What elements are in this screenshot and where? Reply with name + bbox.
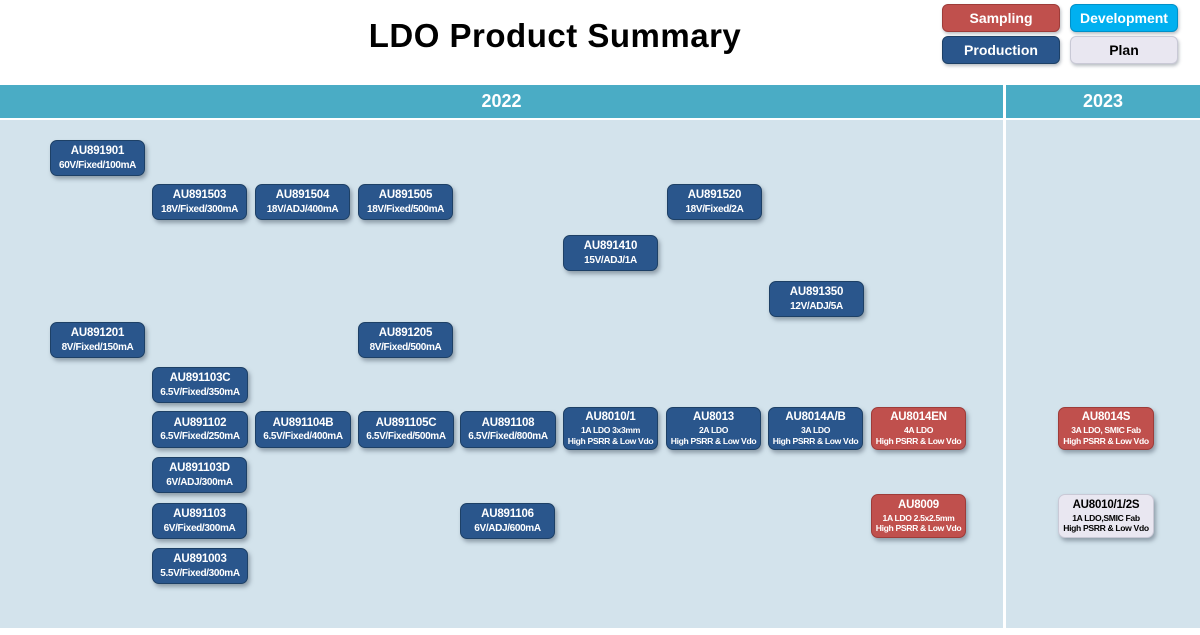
product-name: AU891504	[275, 189, 330, 202]
product-name: AU891505	[378, 189, 433, 202]
product-spec: 18V/ADJ/400mA	[266, 203, 339, 215]
product-box-au891103c: AU891103C 6.5V/Fixed/350mA	[152, 367, 248, 403]
legend-item-sampling: Sampling	[942, 4, 1060, 32]
product-spec: 18V/Fixed/300mA	[160, 203, 239, 215]
product-box-au891003: AU891003 5.5V/Fixed/300mA	[152, 548, 248, 584]
product-spec: 1A LDO,SMIC Fab	[1072, 512, 1140, 523]
legend-item-plan: Plan	[1070, 36, 1178, 64]
product-spec: 8V/Fixed/150mA	[61, 341, 134, 353]
product-name: AU891108	[481, 416, 535, 429]
timeline-header: 2022 2023	[0, 85, 1200, 118]
column-divider	[1003, 118, 1006, 628]
product-spec: 6.5V/Fixed/500mA	[366, 431, 446, 443]
product-box-au891103d: AU891103D 6V/ADJ/300mA	[152, 457, 247, 493]
product-box-au891103: AU891103 6V/Fixed/300mA	[152, 503, 247, 539]
product-spec: High PSRR & Low Vdo	[875, 523, 962, 534]
product-spec: 18V/Fixed/2A	[685, 203, 744, 215]
product-spec: 18V/Fixed/500mA	[366, 203, 445, 215]
column-header-2023: 2023	[1006, 85, 1200, 118]
product-box-au891520: AU891520 18V/Fixed/2A	[667, 184, 762, 220]
product-box-au8013: AU8013 2A LDO High PSRR & Low Vdo	[666, 407, 761, 450]
product-name: AU8014S	[1081, 411, 1131, 424]
product-spec: 6V/ADJ/300mA	[166, 476, 233, 488]
product-box-au8014a-b: AU8014A/B 3A LDO High PSRR & Low Vdo	[768, 407, 863, 450]
legend-item-production: Production	[942, 36, 1060, 64]
page-title: LDO Product Summary	[368, 17, 742, 54]
product-spec: High PSRR & Low Vdo	[670, 435, 757, 446]
product-spec: 5.5V/Fixed/300mA	[160, 567, 240, 579]
product-name: AU891103C	[169, 372, 231, 385]
product-name: AU891503	[172, 189, 227, 202]
product-box-au891105c: AU891105C 6.5V/Fixed/500mA	[358, 411, 454, 448]
product-name: AU891106	[481, 508, 534, 521]
product-name: AU891901	[70, 145, 125, 158]
product-spec: 6V/Fixed/300mA	[163, 522, 236, 534]
product-box-au891901: AU891901 60V/Fixed/100mA	[50, 140, 145, 176]
product-name: AU891003	[173, 553, 227, 566]
product-name: AU8014EN	[890, 411, 947, 424]
product-name: AU891104B	[272, 416, 334, 429]
product-spec: 6.5V/Fixed/800mA	[468, 431, 548, 443]
product-spec: 6V/ADJ/600mA	[474, 522, 541, 534]
product-name: AU891410	[583, 240, 638, 253]
product-spec: 3A LDO, SMIC Fab	[1071, 425, 1141, 436]
product-spec: 4A LDO	[903, 425, 934, 436]
product-name: AU891102	[173, 416, 227, 429]
product-spec: 8V/Fixed/500mA	[369, 341, 442, 353]
product-spec: 12V/ADJ/5A	[790, 300, 843, 312]
product-spec: 3A LDO	[800, 425, 831, 436]
product-spec: High PSRR & Low Vdo	[1063, 435, 1149, 446]
product-name: AU891103D	[169, 462, 230, 475]
product-spec: High PSRR & Low Vdo	[875, 435, 962, 446]
product-spec: 1A LDO 3x3mm	[580, 425, 640, 436]
product-box-au891106: AU891106 6V/ADJ/600mA	[460, 503, 555, 539]
product-spec: 6.5V/Fixed/350mA	[160, 386, 240, 398]
product-name: AU8009	[898, 498, 939, 511]
column-header-2022: 2022	[0, 85, 1003, 118]
product-box-au891503: AU891503 18V/Fixed/300mA	[152, 184, 247, 220]
product-box-au8009: AU8009 1A LDO 2.5x2.5mm High PSRR & Low Vd…	[871, 494, 966, 538]
product-spec: 1A LDO 2.5x2.5mm	[882, 512, 955, 523]
product-name: AU8013	[693, 411, 734, 424]
product-box-au8014en: AU8014EN 4A LDO High PSRR & Low Vdo	[871, 407, 966, 450]
product-box-au891410: AU891410 15V/ADJ/1A	[563, 235, 658, 271]
product-box-au891102: AU891102 6.5V/Fixed/250mA	[152, 411, 248, 448]
legend-item-development: Development	[1070, 4, 1178, 32]
product-name: AU8010/1/2S	[1072, 498, 1140, 511]
product-box-au891104b: AU891104B 6.5V/Fixed/400mA	[255, 411, 351, 448]
product-box-au891108: AU891108 6.5V/Fixed/800mA	[460, 411, 556, 448]
product-spec: 6.5V/Fixed/250mA	[160, 431, 240, 443]
product-spec: 60V/Fixed/100mA	[58, 159, 137, 171]
product-name: AU891201	[70, 327, 125, 340]
product-box-au891205: AU891205 8V/Fixed/500mA	[358, 322, 453, 358]
product-spec: High PSRR & Low Vdo	[772, 435, 859, 446]
product-spec: 2A LDO	[698, 425, 729, 436]
product-box-au8010-1-2s: AU8010/1/2S 1A LDO,SMIC Fab High PSRR & Lo…	[1058, 494, 1154, 538]
product-spec: High PSRR & Low Vdo	[567, 435, 654, 446]
product-box-au8014s: AU8014S 3A LDO, SMIC Fab High PSRR & Low V…	[1058, 407, 1154, 450]
product-spec: 15V/ADJ/1A	[584, 254, 637, 266]
product-name: AU8014A/B	[785, 411, 846, 424]
product-name: AU891350	[789, 286, 844, 299]
product-name: AU891105C	[375, 416, 437, 429]
product-box-au891505: AU891505 18V/Fixed/500mA	[358, 184, 453, 220]
product-box-au891350: AU891350 12V/ADJ/5A	[769, 281, 864, 317]
product-spec: 6.5V/Fixed/400mA	[263, 431, 343, 443]
product-name: AU891520	[687, 189, 742, 202]
product-name: AU891103	[173, 508, 226, 521]
product-name: AU891205	[378, 327, 433, 340]
product-box-au8010-1: AU8010/1 1A LDO 3x3mm High PSRR & Low Vdo	[563, 407, 658, 450]
product-box-au891504: AU891504 18V/ADJ/400mA	[255, 184, 350, 220]
legend: Sampling Development Production Plan	[942, 4, 1178, 64]
product-box-au891201: AU891201 8V/Fixed/150mA	[50, 322, 145, 358]
product-name: AU8010/1	[585, 411, 636, 424]
product-spec: High PSRR & Low Vdo	[1063, 523, 1149, 534]
